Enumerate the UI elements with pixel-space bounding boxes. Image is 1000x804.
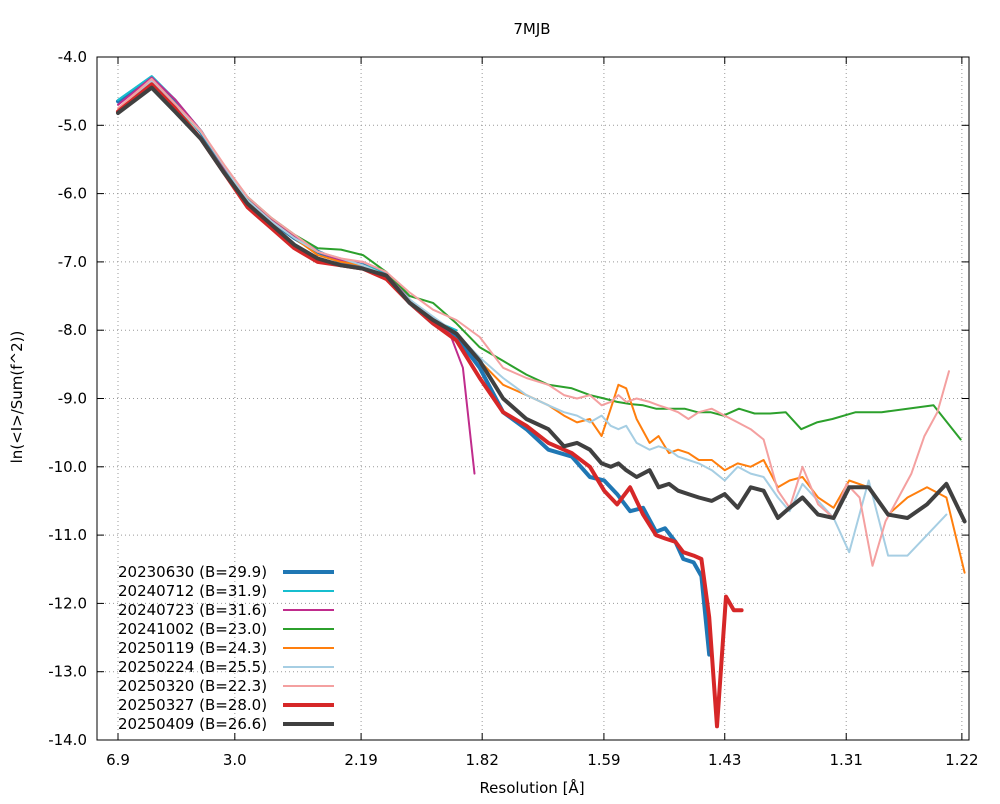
legend-label: 20230630 (B=29.9) [118, 563, 267, 581]
legend-label: 20250327 (B=28.0) [118, 696, 267, 714]
legend-label: 20240712 (B=31.9) [118, 582, 267, 600]
y-tick-label: -11.0 [48, 526, 87, 544]
x-axis-label: Resolution [Å] [479, 778, 584, 797]
series-line-6 [117, 79, 948, 557]
series-line-8 [116, 82, 744, 729]
x-tick-label: 3.0 [223, 751, 247, 769]
y-tick-label: -9.0 [58, 390, 87, 408]
y-tick-label: -5.0 [58, 116, 87, 134]
axis-ticks: -4.0 -5.0 -6.0 -7.0 -8.0 -9.0 -10.0 -11.0 -12.0 -… [48, 48, 978, 769]
y-tick-label: -6.0 [58, 185, 87, 203]
x-tick-label: 6.9 [106, 751, 130, 769]
y-tick-label: -12.0 [48, 594, 87, 612]
chart-title: 7MJB [513, 20, 550, 38]
legend-label: 20250320 (B=22.3) [118, 677, 267, 695]
x-tick-label: 1.22 [945, 751, 978, 769]
legend: 20230630 (B=29.9)20240712 (B=31.9)202407… [118, 563, 334, 733]
y-tick-label: -7.0 [58, 253, 87, 271]
y-tick-label: -14.0 [48, 731, 87, 749]
legend-label: 20250119 (B=24.3) [118, 639, 267, 657]
x-tick-label: 1.82 [465, 751, 498, 769]
y-tick-label: -8.0 [58, 321, 87, 339]
x-tick-label: 1.31 [830, 751, 863, 769]
x-tick-label: 2.19 [344, 751, 377, 769]
series-line-5 [117, 79, 966, 574]
series-lines [116, 75, 967, 729]
series-line-9 [116, 85, 967, 524]
y-tick-label: -10.0 [48, 458, 87, 476]
x-tick-label: 1.43 [708, 751, 741, 769]
series-line-7 [117, 77, 950, 567]
legend-label: 20250224 (B=25.5) [118, 658, 267, 676]
y-axis-label: ln(<I>/Sum(f^2)) [8, 331, 26, 464]
legend-label: 20240723 (B=31.6) [118, 601, 267, 619]
y-tick-label: -13.0 [48, 663, 87, 681]
series-line-4 [117, 82, 962, 441]
legend-label: 20250409 (B=26.6) [118, 715, 267, 733]
x-tick-label: 1.59 [587, 751, 620, 769]
series-line-3 [117, 76, 476, 475]
y-tick-label: -4.0 [58, 48, 87, 66]
legend-label: 20241002 (B=23.0) [118, 620, 267, 638]
